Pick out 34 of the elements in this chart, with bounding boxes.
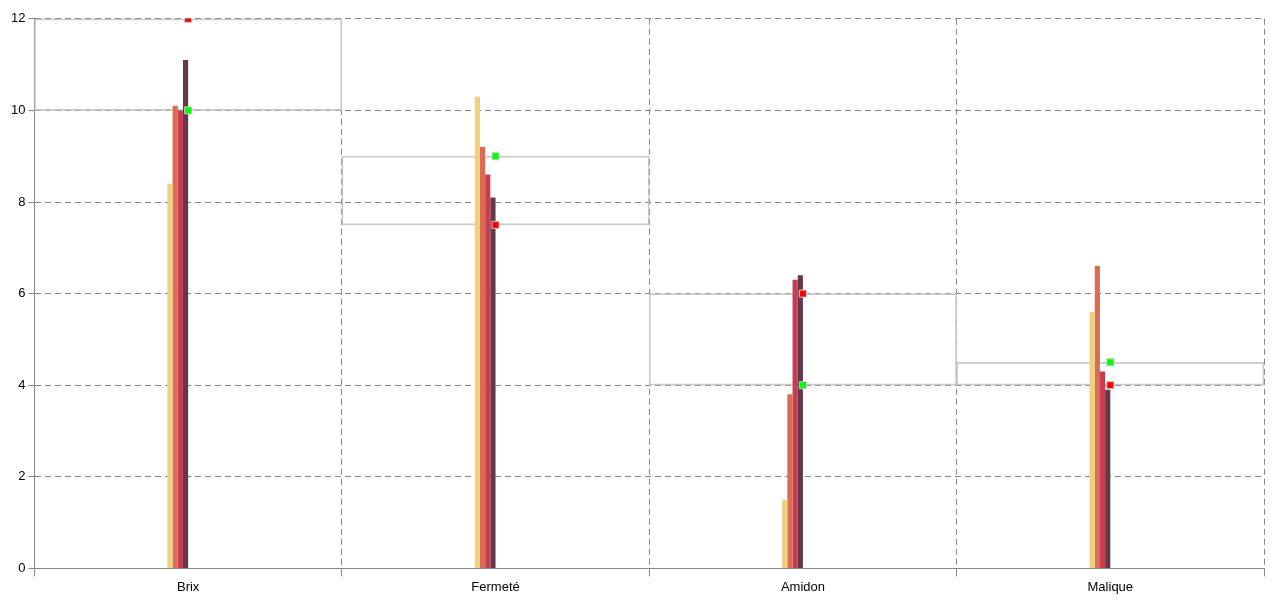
point: [491, 220, 500, 229]
bar: [172, 105, 178, 568]
bar: [1099, 371, 1106, 568]
bar: [490, 197, 496, 568]
x-tick-label: Amidon: [780, 578, 825, 594]
point: [491, 152, 500, 161]
y-tick-label: 8: [18, 193, 26, 209]
x-tick-label: Malique: [1087, 578, 1134, 594]
y-tick-label: 4: [18, 376, 26, 392]
point: [184, 106, 193, 115]
bar: [182, 60, 189, 568]
bar: [479, 147, 486, 568]
bar: [167, 183, 173, 568]
bar: [1094, 266, 1100, 568]
bar: [1105, 389, 1111, 568]
bar: [782, 499, 788, 568]
y-tick-label: 6: [18, 285, 26, 301]
x-tick-label: Fermeté: [471, 578, 520, 594]
bar: [177, 110, 183, 568]
bar: [474, 96, 480, 568]
y-tick-label: 12: [10, 10, 26, 26]
y-tick-label: 2: [18, 468, 26, 484]
bar: [787, 394, 793, 568]
point: [798, 381, 807, 390]
point: [1106, 358, 1115, 367]
bar: [792, 279, 798, 568]
bar: [485, 174, 491, 568]
point: [1106, 381, 1115, 390]
y-tick-label: 0: [18, 559, 26, 575]
bar: [1089, 311, 1095, 568]
point: [798, 289, 807, 298]
x-tick-label: Brix: [176, 578, 200, 594]
y-tick-label: 10: [10, 101, 26, 117]
bar: [797, 275, 803, 568]
